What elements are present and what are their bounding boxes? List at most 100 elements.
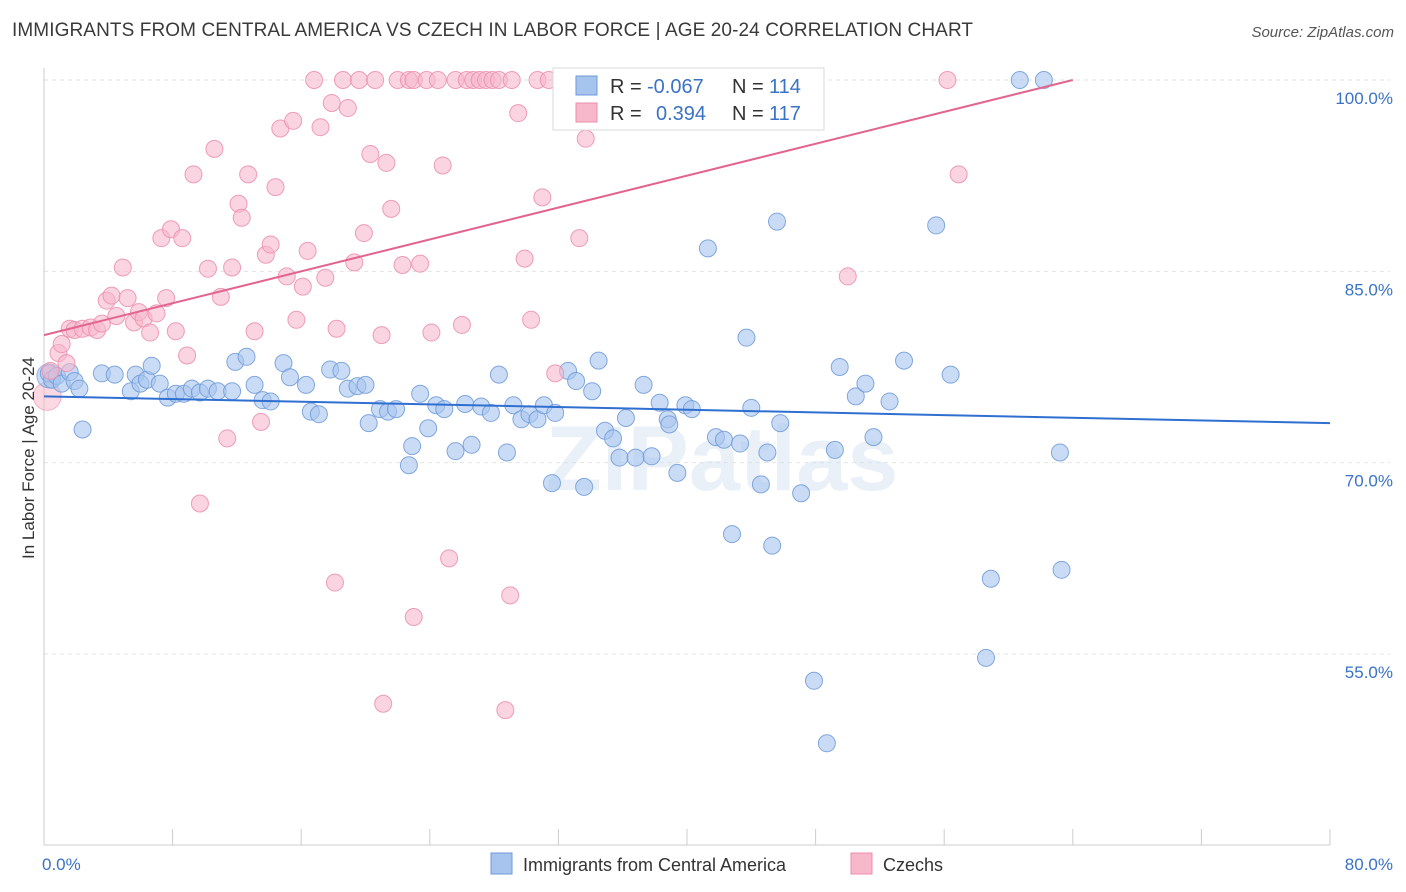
czechs-point <box>361 144 380 163</box>
source-label: Source: ZipAtlas.com <box>1251 24 1394 41</box>
central-america-point <box>771 414 790 433</box>
czechs-point <box>298 241 317 260</box>
czechs-point <box>377 153 396 172</box>
central-america-point <box>758 443 777 462</box>
czechs-point <box>239 165 258 184</box>
y-tick-label: 85.0% <box>1345 280 1393 299</box>
czechs-point <box>190 494 209 513</box>
czechs-point <box>198 259 217 278</box>
central-america-point <box>150 374 169 393</box>
central-america-point <box>763 536 782 555</box>
czechs-point <box>496 701 515 720</box>
czechs-point <box>374 694 393 713</box>
central-america-point <box>856 374 875 393</box>
y-axis-title: In Labor Force | Age 20-24 <box>19 357 38 559</box>
czechs-point <box>118 289 137 308</box>
czechs-point <box>245 322 264 341</box>
czechs-point <box>576 129 595 148</box>
czechs-point <box>382 199 401 218</box>
stats-n-value-2: 117 <box>769 103 801 125</box>
czechs-point <box>157 289 176 308</box>
czechs-point <box>305 71 324 89</box>
central-america-point <box>642 447 661 466</box>
czechs-point <box>178 346 197 365</box>
central-america-point <box>589 351 608 370</box>
central-america-point <box>583 382 602 401</box>
central-america-point <box>356 375 375 394</box>
central-america-point <box>804 671 823 690</box>
czechs-point <box>322 93 341 112</box>
czechs-point <box>311 118 330 137</box>
czechs-point <box>287 310 306 329</box>
central-america-point <box>626 448 645 467</box>
central-america-point <box>660 415 679 434</box>
czechs-point <box>284 111 303 130</box>
czechs-point <box>433 156 452 175</box>
czechs-point <box>57 354 76 373</box>
central-america-point <box>941 365 960 384</box>
x-tick-label: 80.0% <box>1345 855 1393 874</box>
czechs-point <box>261 235 280 254</box>
czechs-point <box>316 268 335 287</box>
central-america-point <box>245 375 264 394</box>
central-america-point <box>723 525 742 544</box>
central-america-point <box>481 403 500 422</box>
czechs-point <box>366 71 385 89</box>
central-america-point <box>419 419 438 438</box>
central-america-point <box>668 463 687 482</box>
central-america-point <box>403 437 422 456</box>
stats-n-value-1: 114 <box>769 76 801 98</box>
central-america-point <box>714 430 733 449</box>
series-legend: Immigrants from Central America Czechs <box>490 852 943 875</box>
czechs-point <box>452 315 471 334</box>
czechs-point <box>938 71 957 89</box>
czechs-point <box>354 224 373 243</box>
czechs-point <box>166 322 185 341</box>
stats-r-label-1: R = <box>610 76 642 98</box>
czechs-point <box>509 104 528 123</box>
central-america-point <box>768 212 787 231</box>
central-america-point <box>575 477 594 496</box>
axes-layer <box>43 68 1331 846</box>
central-america-point <box>864 428 883 447</box>
central-america-point <box>497 443 516 462</box>
legend-label-czechs: Czechs <box>883 855 943 875</box>
central-america-point <box>610 448 629 467</box>
watermark-text: ZIPatlas <box>546 408 899 510</box>
y-tick-label: 100.0% <box>1335 89 1393 108</box>
central-america-point <box>399 456 418 475</box>
y-tick-label: 55.0% <box>1345 663 1393 682</box>
central-america-point <box>1050 443 1069 462</box>
central-america-point <box>981 569 1000 588</box>
czechs-point <box>372 326 391 345</box>
czechs-point <box>338 99 357 118</box>
central-america-point <box>792 484 811 503</box>
central-america-point <box>1010 71 1029 89</box>
czechs-point <box>184 165 203 184</box>
czechs-point <box>41 361 60 380</box>
x-tick-label: 0.0% <box>42 855 81 874</box>
central-america-point <box>387 400 406 419</box>
czechs-point <box>113 258 132 277</box>
legend-swatch-central-america <box>490 852 513 875</box>
czechs-point <box>141 323 160 342</box>
central-america-point <box>280 368 299 387</box>
czechs-point <box>223 258 242 277</box>
central-america-point <box>751 475 770 494</box>
central-america-point <box>223 382 242 401</box>
central-america-point <box>846 387 865 406</box>
central-america-point <box>309 405 328 424</box>
czechs-point <box>404 608 423 627</box>
czechs-point <box>266 178 285 197</box>
central-america-point <box>73 420 92 439</box>
czechs-point <box>428 71 447 89</box>
central-america-point <box>435 400 454 419</box>
central-america-point <box>698 239 717 258</box>
central-america-trend-line <box>43 395 1331 425</box>
central-america-point <box>70 379 89 398</box>
central-america-point <box>542 474 561 493</box>
central-america-point <box>976 648 995 667</box>
central-america-point <box>546 403 565 422</box>
czechs-point <box>515 249 534 268</box>
czechs-point <box>232 208 251 227</box>
